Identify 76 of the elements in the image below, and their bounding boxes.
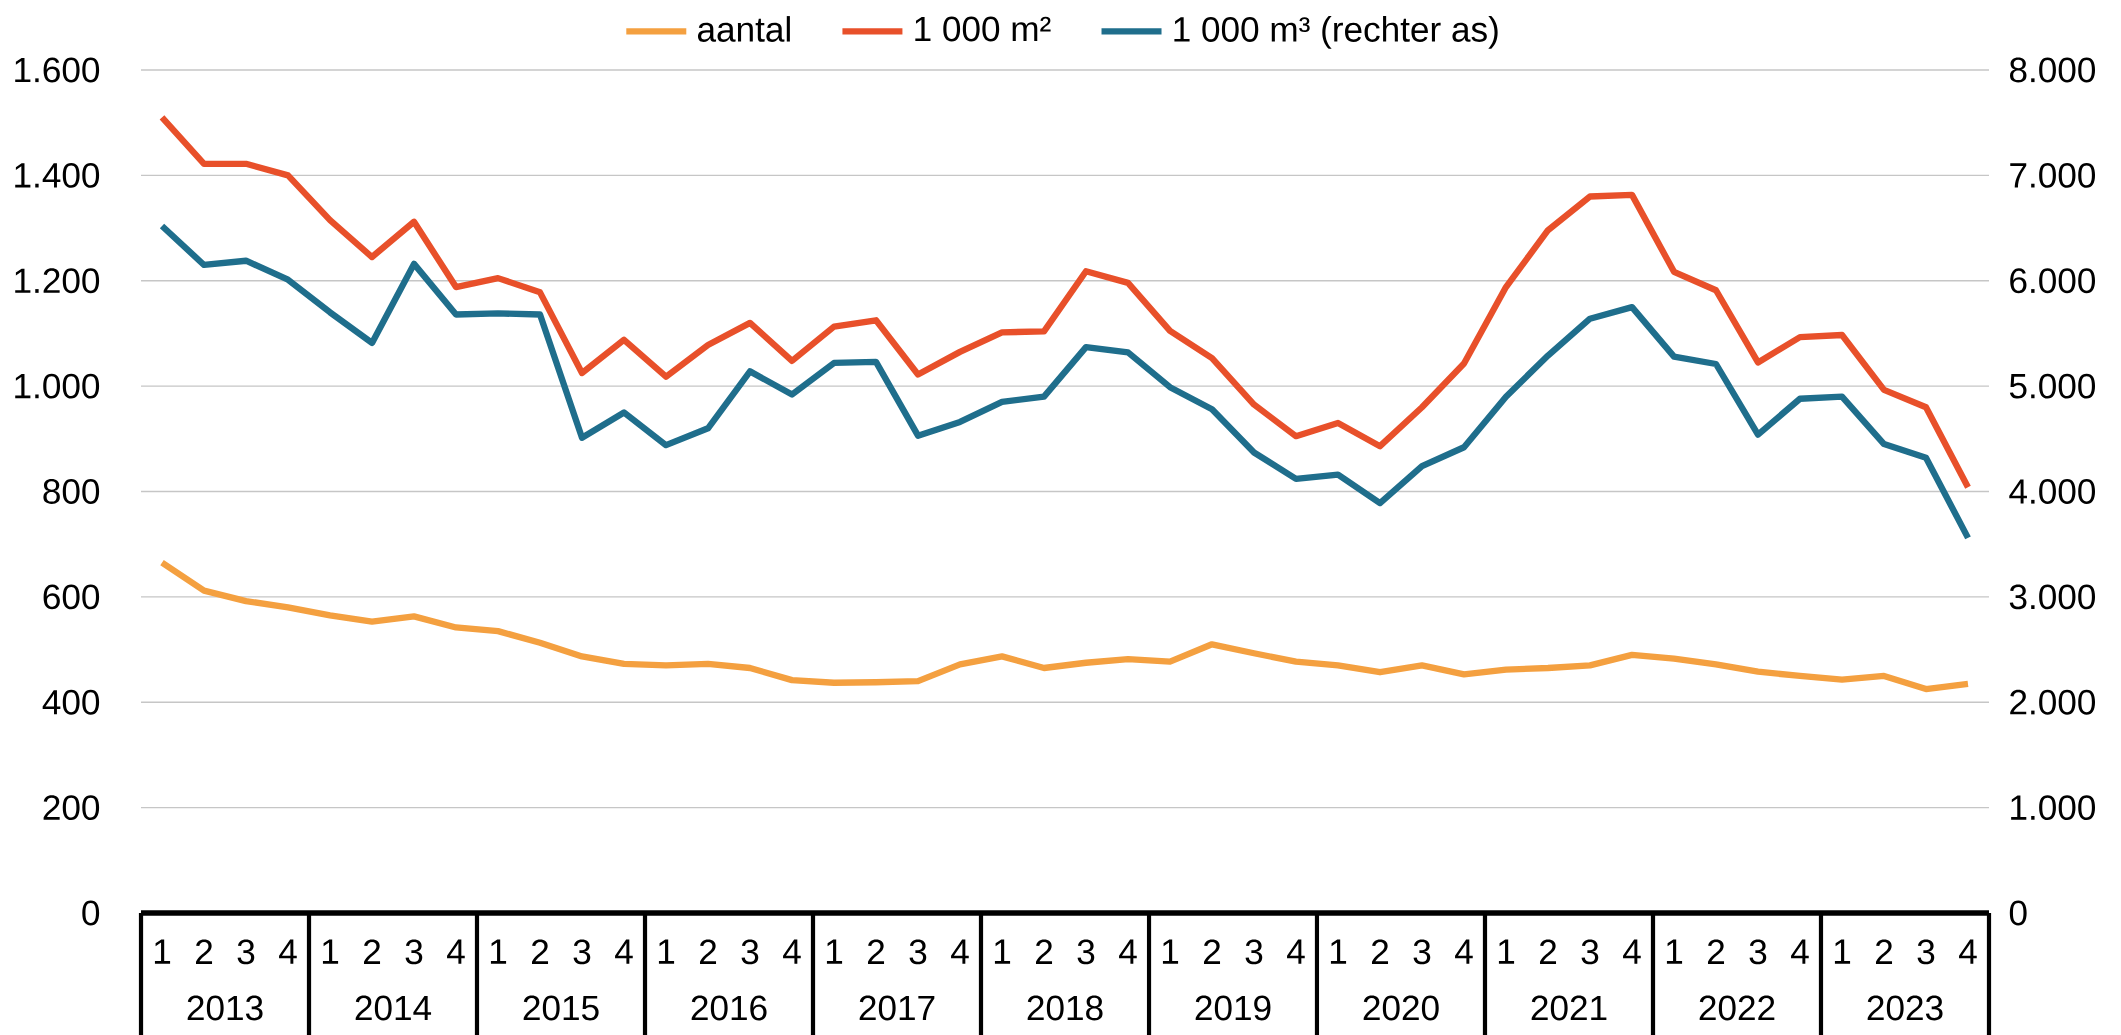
x-tick-label: 2	[1203, 939, 1221, 965]
legend-label: 1 000 m²	[915, 16, 1051, 42]
x-tick-label: 3	[1917, 939, 1935, 965]
x-tick-label: 2	[1035, 939, 1053, 965]
x-tick-label: 1	[1834, 939, 1851, 964]
x-tick-label: 3	[1245, 939, 1263, 965]
x-tick-label: 3	[1413, 939, 1431, 965]
y-tick-label: 600	[43, 584, 100, 610]
y-tick-label: 400	[42, 689, 100, 715]
y-tick-label: 0	[82, 900, 100, 926]
y-tick-label: 800	[43, 479, 100, 504]
text: 2021	[1531, 995, 1607, 1021]
x-tick-label: 1	[826, 939, 843, 964]
x-tick-label: 1	[490, 939, 507, 964]
text: 2020	[1363, 995, 1439, 1021]
x-tick-label: 4	[1455, 939, 1473, 964]
text: 2016	[691, 995, 767, 1021]
y2-tick-label: 5.000	[2009, 373, 2096, 399]
x-tick-label: 4	[447, 939, 465, 964]
x-tick-label: 4	[1119, 939, 1137, 964]
x-tick-label: 3	[573, 939, 591, 965]
x-tick-label: 3	[1581, 939, 1599, 965]
x-tick-label: 2	[196, 939, 213, 965]
x-tick-label: 4	[783, 939, 801, 964]
x-tick-label: 4	[279, 939, 297, 964]
x-tick-label: 4	[951, 939, 969, 964]
y2-tick-label: 3.000	[2009, 584, 2096, 610]
x-tick-label: 3	[1749, 939, 1767, 965]
y2-tick-label: 2.000	[2010, 689, 2096, 715]
x-tick-label: 2	[364, 939, 381, 965]
text: 2022	[1699, 995, 1775, 1021]
y2-tick-label: 0	[2009, 900, 2027, 926]
x-tick-label: 3	[741, 939, 759, 965]
x-tick-label: 2	[532, 939, 549, 965]
x-tick-label: 1	[1666, 939, 1683, 964]
x-tick-label: 1	[1498, 939, 1515, 964]
text: 2018	[1027, 995, 1103, 1021]
y-tick-label: 1.000	[15, 373, 100, 399]
x-tick-label: 4	[1791, 939, 1809, 964]
y-tick-label: 1.400	[15, 162, 100, 188]
x-tick-label: 2	[1539, 939, 1557, 965]
x-tick-label: 3	[909, 939, 927, 965]
x-tick-label: 4	[615, 939, 633, 964]
y-tick-label: 1.200	[15, 268, 100, 294]
x-tick-label: 2	[1371, 939, 1389, 965]
y-tick-label: 1.600	[15, 57, 100, 83]
text: 2014	[355, 995, 432, 1021]
x-tick-label: 1	[658, 939, 675, 964]
x-tick-label: 1	[994, 939, 1011, 964]
y2-tick-label: 1.000	[2011, 795, 2096, 821]
x-tick-label: 3	[1077, 939, 1095, 965]
x-tick-label: 1	[322, 939, 339, 964]
legend-label: 1 000 m³ (rechter as)	[1174, 16, 1498, 49]
text: 2019	[1195, 995, 1271, 1021]
text: 2017	[859, 995, 935, 1021]
x-tick-label: 2	[1707, 939, 1725, 965]
x-tick-label: 1	[1162, 939, 1179, 964]
text: 2013	[187, 995, 263, 1021]
x-tick-label: 4	[1287, 939, 1305, 964]
x-tick-label: 3	[237, 939, 255, 965]
x-tick-label: 1	[154, 939, 171, 964]
legend-label: aantal	[697, 16, 790, 42]
x-tick-label: 3	[405, 939, 423, 965]
text: 2015	[523, 995, 599, 1021]
y2-tick-label: 8.000	[2009, 57, 2096, 83]
x-tick-label: 2	[699, 939, 717, 965]
y2-tick-label: 4.000	[2009, 479, 2096, 504]
x-tick-label: 4	[1959, 939, 1977, 964]
y2-tick-label: 7.000	[2010, 162, 2096, 188]
x-tick-label: 1	[1330, 939, 1347, 964]
text: 2023	[1867, 995, 1943, 1021]
y-tick-label: 200	[43, 795, 100, 821]
x-tick-label: 2	[867, 939, 885, 965]
x-tick-label: 4	[1623, 939, 1641, 964]
y2-tick-label: 6.000	[2010, 268, 2096, 294]
x-tick-label: 2	[1875, 939, 1893, 965]
